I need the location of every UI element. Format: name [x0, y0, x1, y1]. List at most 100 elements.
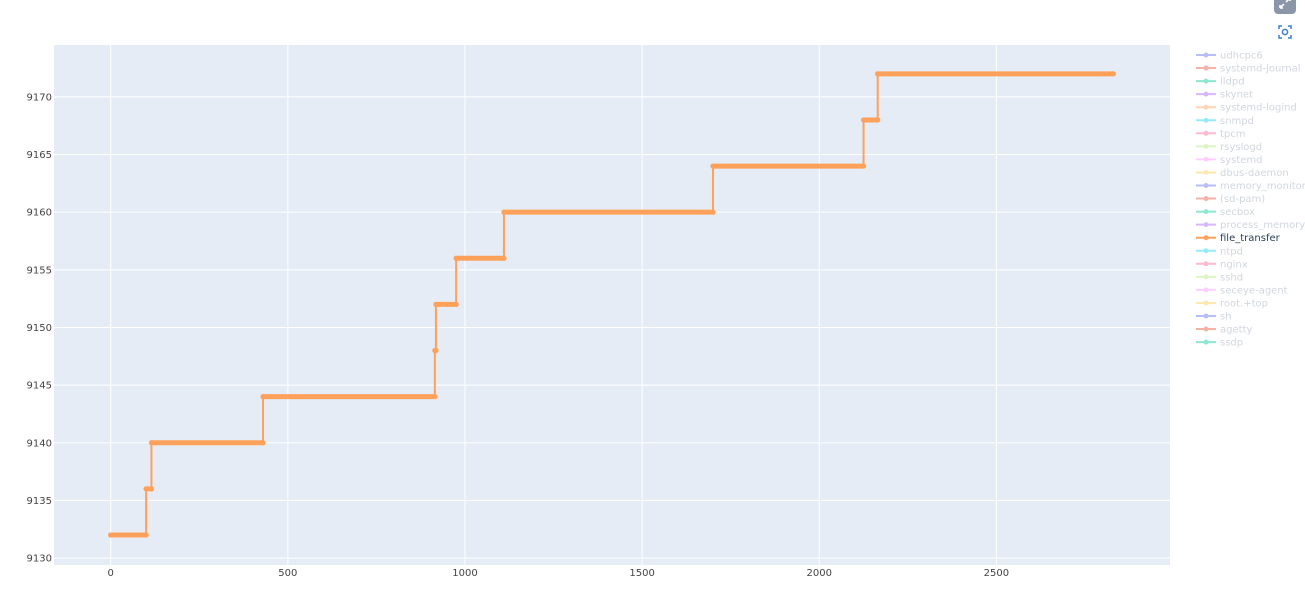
legend-swatch-marker: [1203, 143, 1209, 149]
legend-swatch-marker: [1203, 222, 1209, 228]
legend-swatch-marker: [1203, 235, 1209, 241]
legend-item[interactable]: secbox: [1196, 207, 1255, 218]
legend-item[interactable]: rsyslogd: [1196, 142, 1262, 153]
legend-label: seceye-agent: [1220, 285, 1288, 296]
expand-button[interactable]: [1274, 0, 1296, 14]
plot-area[interactable]: [54, 45, 1170, 565]
data-point: [453, 255, 459, 261]
data-point: [148, 486, 155, 492]
legend-swatch-marker: [1203, 104, 1209, 110]
legend-item[interactable]: udhcpc6: [1196, 51, 1263, 62]
legend-item[interactable]: systemd: [1196, 155, 1263, 166]
legend-swatch-marker: [1203, 156, 1209, 162]
legend-swatch-marker: [1203, 313, 1209, 319]
x-tick-label: 2000: [807, 568, 832, 579]
y-tick-label: 9145: [27, 381, 52, 392]
legend-item[interactable]: systemd-journal: [1196, 64, 1301, 75]
data-point: [710, 163, 716, 169]
legend-item[interactable]: agetty: [1196, 325, 1252, 336]
legend-swatch-marker: [1203, 209, 1209, 215]
legend-label: lldpd: [1220, 77, 1245, 88]
legend-swatch-marker: [1203, 326, 1209, 332]
y-tick-label: 9150: [27, 323, 52, 334]
legend-label: tpcm: [1220, 129, 1246, 140]
legend-item[interactable]: snmpd: [1196, 116, 1254, 127]
legend-label: skynet: [1220, 90, 1253, 101]
legend-label: secbox: [1220, 207, 1255, 218]
camera-icon: [1278, 25, 1292, 39]
legend-swatch-marker: [1203, 78, 1209, 84]
y-tick-label: 9170: [27, 92, 52, 103]
legend-label: systemd: [1220, 155, 1263, 166]
expand-icon: [1279, 0, 1291, 9]
data-point: [1110, 71, 1116, 77]
y-tick-label: 9165: [27, 150, 52, 161]
legend-item[interactable]: seceye-agent: [1196, 285, 1288, 296]
legend-item[interactable]: dbus-daemon: [1196, 168, 1289, 179]
x-tick-label: 0: [107, 568, 113, 579]
legend-swatch-marker: [1203, 65, 1209, 71]
legend-item[interactable]: root.+top: [1196, 298, 1268, 309]
legend-item[interactable]: (sd-pam): [1196, 194, 1265, 205]
legend-label: memory_monitor.: [1220, 181, 1305, 192]
legend-item[interactable]: process_memory_: [1196, 220, 1305, 231]
screenshot-button[interactable]: [1274, 21, 1296, 43]
data-point: [260, 440, 266, 446]
legend-item[interactable]: sshd: [1196, 272, 1243, 283]
x-tick-label: 1500: [629, 568, 654, 579]
x-tick-label: 500: [278, 568, 297, 579]
data-point: [501, 255, 507, 261]
legend-swatch-marker: [1203, 52, 1209, 58]
legend-swatch-marker: [1203, 339, 1209, 345]
legend-swatch-marker: [1203, 274, 1209, 280]
legend-item[interactable]: tpcm: [1196, 129, 1246, 140]
y-tick-label: 9135: [27, 496, 52, 507]
legend-label: sh: [1220, 312, 1232, 323]
legend-label: ssdp: [1220, 338, 1243, 349]
legend-swatch-marker: [1203, 196, 1209, 202]
legend-item[interactable]: lldpd: [1196, 77, 1245, 88]
legend-item[interactable]: ssdp: [1196, 338, 1243, 349]
y-axis-ticks: 9130 9135 9140 9145 9150 9155 9160 9165 9170: [27, 92, 52, 564]
legend-item[interactable]: systemd-logind: [1196, 103, 1297, 114]
legend-swatch-marker: [1203, 300, 1209, 306]
data-point: [710, 209, 716, 215]
legend-item[interactable]: nginx: [1196, 259, 1248, 270]
legend: udhcpc6 systemd-journal lldpd skynet systemd…: [1196, 51, 1305, 349]
legend-label: ntpd: [1220, 246, 1243, 257]
x-tick-label: 2500: [984, 568, 1009, 579]
data-point: [432, 394, 438, 400]
legend-label: snmpd: [1220, 116, 1254, 127]
legend-swatch-marker: [1203, 91, 1209, 97]
data-point: [875, 117, 881, 123]
legend-label: systemd-logind: [1220, 103, 1297, 114]
legend-item[interactable]: sh: [1196, 312, 1232, 323]
legend-item[interactable]: ntpd: [1196, 246, 1243, 257]
data-point: [143, 532, 149, 538]
legend-swatch-marker: [1203, 248, 1209, 254]
data-point: [501, 209, 507, 215]
legend-label: sshd: [1220, 272, 1243, 283]
data-point: [875, 71, 881, 77]
data-point: [260, 394, 266, 400]
data-point: [453, 301, 459, 308]
legend-item[interactable]: file_transfer: [1196, 233, 1281, 244]
y-tick-label: 9130: [27, 554, 52, 565]
legend-label: agetty: [1220, 325, 1252, 336]
legend-label: systemd-journal: [1220, 64, 1301, 75]
data-point: [108, 532, 114, 538]
data-point: [860, 163, 867, 169]
y-tick-label: 9140: [27, 438, 52, 449]
legend-item[interactable]: skynet: [1196, 90, 1253, 101]
data-point: [433, 347, 439, 354]
legend-swatch-marker: [1203, 183, 1209, 188]
legend-swatch-marker: [1203, 287, 1209, 293]
data-point: [860, 117, 867, 123]
legend-label: (sd-pam): [1220, 194, 1265, 205]
x-tick-label: 1000: [452, 568, 477, 579]
legend-item[interactable]: memory_monitor.: [1196, 181, 1305, 192]
legend-label: udhcpc6: [1220, 51, 1263, 62]
legend-label: root.+top: [1220, 298, 1268, 309]
legend-swatch-marker: [1203, 130, 1209, 136]
